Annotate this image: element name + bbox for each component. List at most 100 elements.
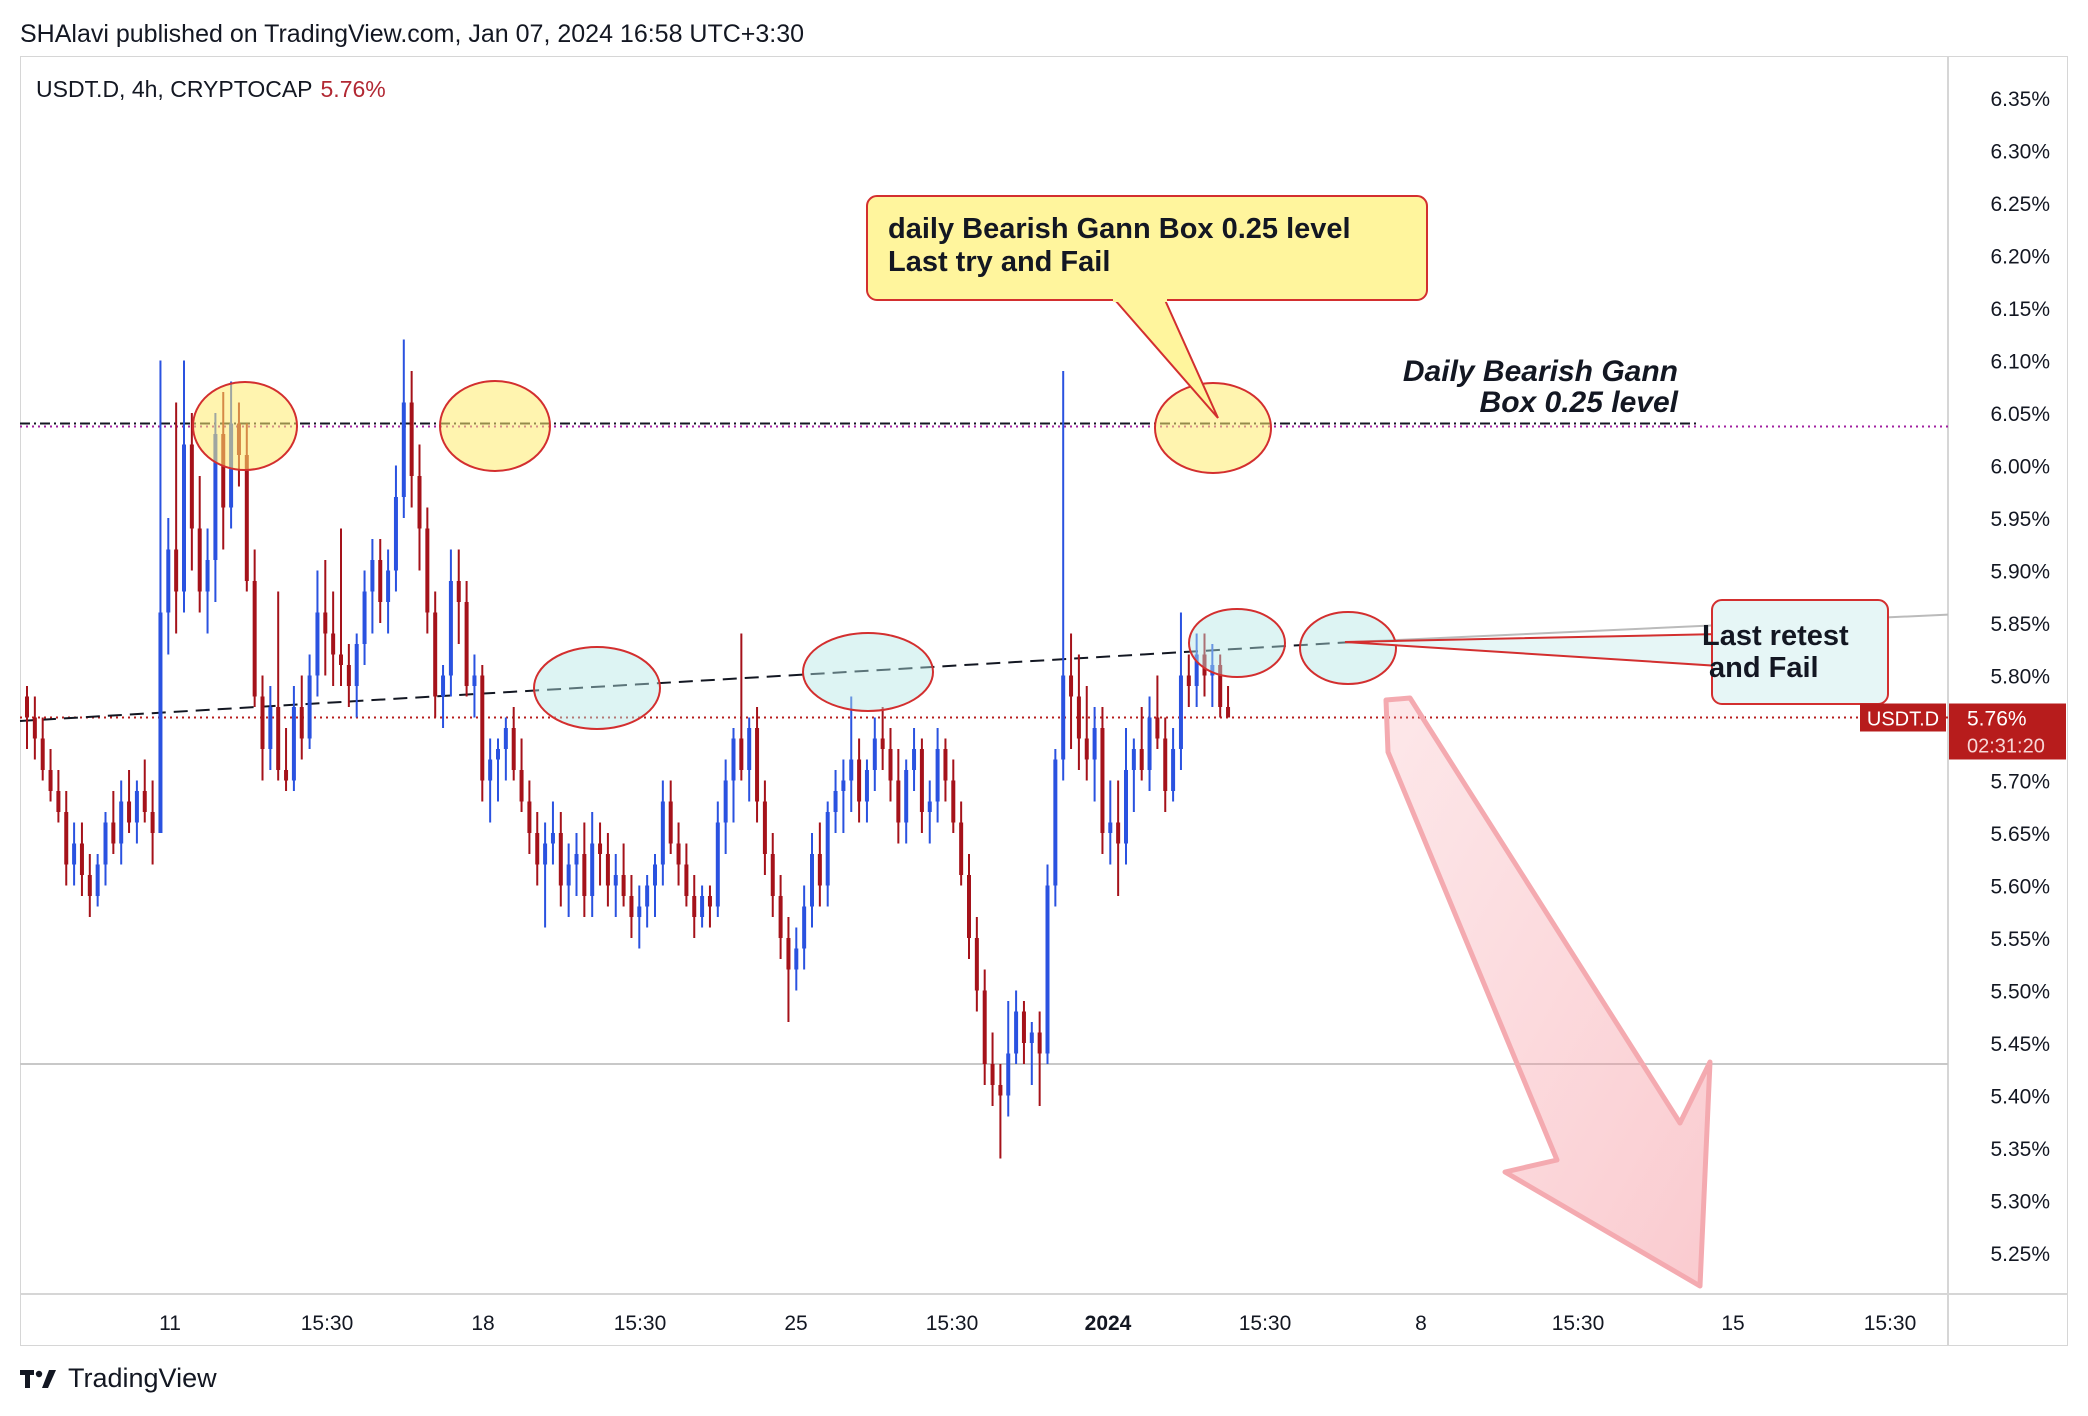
candle-body bbox=[1045, 885, 1050, 1054]
candle-body bbox=[747, 728, 752, 770]
price-badge-value-text: 5.76% bbox=[1967, 708, 2027, 731]
candle bbox=[64, 791, 69, 886]
candle bbox=[511, 707, 516, 781]
candle-body bbox=[1163, 738, 1168, 791]
candle bbox=[197, 476, 202, 613]
candle bbox=[1029, 1022, 1034, 1085]
candle bbox=[346, 644, 351, 707]
candle bbox=[684, 843, 689, 907]
candle bbox=[362, 570, 367, 665]
candle bbox=[967, 854, 971, 959]
candle bbox=[95, 854, 100, 907]
candle-body bbox=[912, 749, 917, 770]
candle-body bbox=[841, 780, 846, 791]
candle-body bbox=[590, 843, 595, 896]
candle-body bbox=[1021, 1011, 1026, 1043]
price-axis[interactable]: 6.35% 6.30% 6.25% 6.20% 6.15% 6.10% 6.05% 6.00%… bbox=[1860, 88, 2066, 1266]
candle bbox=[904, 759, 909, 844]
candle-body bbox=[974, 938, 979, 991]
candle-body bbox=[817, 854, 822, 886]
candle-body bbox=[1210, 665, 1215, 676]
candle-body bbox=[1116, 822, 1121, 844]
candle bbox=[417, 444, 422, 571]
candle bbox=[158, 360, 163, 833]
candle bbox=[40, 717, 45, 781]
price-tick-label: 6.30% bbox=[1990, 141, 2050, 164]
candle-body bbox=[1202, 654, 1207, 676]
candle bbox=[715, 801, 720, 917]
candle bbox=[1171, 728, 1176, 802]
candle-body bbox=[543, 843, 548, 865]
candle bbox=[464, 581, 469, 697]
candle-body bbox=[354, 644, 359, 686]
candle-body bbox=[362, 591, 367, 644]
candle bbox=[299, 675, 304, 760]
candle bbox=[668, 780, 673, 854]
candle-body bbox=[519, 770, 524, 802]
candle-body bbox=[291, 707, 296, 781]
candle bbox=[1006, 1001, 1011, 1117]
candle-body bbox=[967, 875, 971, 938]
candle bbox=[888, 728, 893, 802]
candle-body bbox=[778, 896, 783, 938]
candle bbox=[598, 822, 603, 886]
price-tick-label: 5.70% bbox=[1990, 771, 2050, 794]
candle-body bbox=[323, 612, 328, 634]
candle-body bbox=[653, 864, 657, 886]
candle-body bbox=[739, 738, 744, 770]
candle bbox=[134, 780, 139, 844]
candle-body bbox=[315, 612, 320, 676]
candle bbox=[778, 875, 783, 959]
candle bbox=[912, 728, 917, 791]
candle-body bbox=[535, 833, 540, 865]
candle bbox=[857, 738, 862, 823]
candle bbox=[1202, 633, 1207, 697]
candle-body bbox=[299, 707, 304, 739]
candle bbox=[660, 780, 665, 886]
candle bbox=[605, 833, 610, 907]
candle bbox=[354, 633, 359, 718]
candle bbox=[339, 528, 343, 686]
candle-body bbox=[723, 780, 728, 823]
candle bbox=[48, 749, 53, 802]
price-tick-label: 5.25% bbox=[1990, 1243, 2050, 1266]
candle-body bbox=[982, 990, 987, 1064]
candle bbox=[331, 591, 336, 686]
candle-body bbox=[660, 801, 665, 865]
candle bbox=[166, 518, 171, 655]
time-axis[interactable]: 11 15:30 18 15:30 25 15:30 2024 15:30 8 15:30 15 15… bbox=[159, 1312, 1916, 1335]
candle bbox=[550, 801, 555, 865]
candle bbox=[794, 927, 799, 991]
time-tick-label: 15:30 bbox=[1864, 1312, 1917, 1335]
candle-body bbox=[307, 675, 312, 739]
candle-body bbox=[511, 728, 516, 770]
candle-body bbox=[48, 770, 53, 791]
candle bbox=[488, 738, 493, 823]
candle-body bbox=[95, 864, 100, 896]
price-tick-label: 6.20% bbox=[1990, 246, 2050, 269]
candle bbox=[103, 812, 108, 886]
candle bbox=[762, 780, 767, 875]
candle bbox=[401, 339, 406, 518]
candle-body bbox=[441, 675, 446, 697]
candle bbox=[849, 696, 854, 812]
candle-body bbox=[56, 791, 61, 812]
candle-body bbox=[1006, 1053, 1011, 1096]
candle-body bbox=[111, 822, 116, 844]
price-tick-label: 5.50% bbox=[1990, 981, 2050, 1004]
candle bbox=[370, 539, 375, 634]
time-tick-label: 15:30 bbox=[1552, 1312, 1605, 1335]
candle-body bbox=[1218, 665, 1223, 707]
candle-body bbox=[393, 497, 398, 571]
candle bbox=[276, 591, 281, 781]
time-tick-label: 15:30 bbox=[926, 1312, 979, 1335]
yellow-highlight-ellipse bbox=[439, 380, 551, 472]
candle-body bbox=[755, 728, 760, 802]
candle-body bbox=[1171, 749, 1176, 791]
candle bbox=[817, 822, 822, 907]
candle bbox=[1131, 738, 1136, 812]
candle bbox=[1014, 990, 1019, 1064]
candle-body bbox=[276, 707, 281, 770]
footer-brand[interactable]: TradingView bbox=[20, 1363, 217, 1394]
